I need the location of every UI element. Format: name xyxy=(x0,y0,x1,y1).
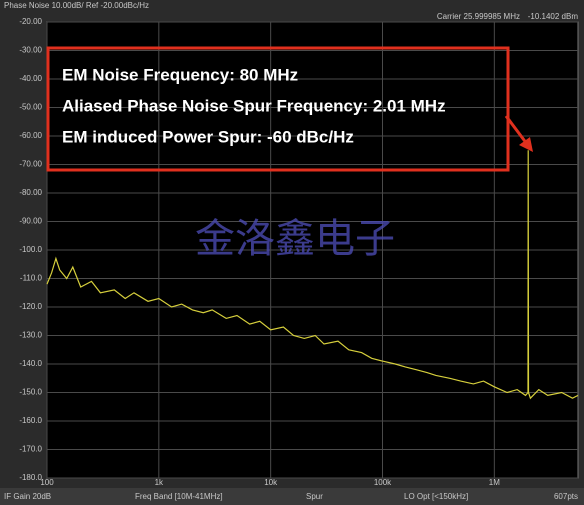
y-tick-label: -20.00 xyxy=(19,17,42,26)
y-tick-label: -120.0 xyxy=(19,302,42,311)
y-tick-label: -30.00 xyxy=(19,46,42,55)
x-tick-label: 1k xyxy=(155,478,164,487)
annotation: EM induced Power Spur: -60 dBc/Hz xyxy=(62,127,354,146)
annotation: EM Noise Frequency: 80 MHz xyxy=(62,65,298,84)
status-item: Spur xyxy=(306,492,323,501)
annotation: Aliased Phase Noise Spur Frequency: 2.01… xyxy=(62,96,446,115)
y-tick-label: -140.0 xyxy=(19,359,42,368)
y-tick-label: -50.00 xyxy=(19,103,42,112)
y-tick-label: -130.0 xyxy=(19,331,42,340)
status-item: IF Gain 20dB xyxy=(4,492,51,501)
x-tick-label: 100k xyxy=(374,478,392,487)
watermark: 金洛鑫电子 xyxy=(195,216,395,262)
carrier: Carrier 25.999985 MHz xyxy=(437,12,520,21)
y-tick-label: -60.00 xyxy=(19,131,42,140)
y-tick-label: -150.0 xyxy=(19,388,42,397)
status-bar xyxy=(0,488,584,505)
y-tick-label: -170.0 xyxy=(19,445,42,454)
y-tick-label: -70.00 xyxy=(19,160,42,169)
y-tick-label: -160.0 xyxy=(19,416,42,425)
trace xyxy=(46,150,579,400)
y-tick-label: -90.00 xyxy=(19,217,42,226)
y-tick-label: -180.0 xyxy=(19,473,42,482)
annotation-box xyxy=(46,46,510,172)
x-tick-label: 10k xyxy=(264,478,278,487)
x-tick-label: 100 xyxy=(40,478,54,487)
power: -10.1402 dBm xyxy=(528,12,579,21)
chart-title: Phase Noise 10.00dB/ Ref -20.00dBc/Hz xyxy=(4,1,149,10)
arrow xyxy=(504,115,529,145)
status-item: LO Opt [<150kHz] xyxy=(404,492,468,501)
status-item: Freq Band [10M-41MHz] xyxy=(135,492,223,501)
y-tick-label: -40.00 xyxy=(19,74,42,83)
y-tick-label: -80.00 xyxy=(19,188,42,197)
x-tick-label: 1M xyxy=(489,478,500,487)
y-tick-label: -110.0 xyxy=(20,274,43,283)
y-tick-label: -100.0 xyxy=(19,245,42,254)
arrow-head xyxy=(519,137,533,152)
status-item: 607pts xyxy=(554,492,578,501)
